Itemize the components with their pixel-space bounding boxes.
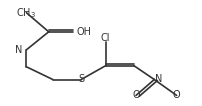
Text: O: O (132, 90, 139, 100)
Text: S: S (78, 75, 84, 84)
Text: O: O (172, 90, 180, 100)
Text: N: N (15, 45, 22, 55)
Text: Cl: Cl (100, 33, 110, 43)
Text: OH: OH (76, 27, 91, 37)
Text: N: N (154, 75, 161, 84)
Text: CH$_3$: CH$_3$ (16, 6, 36, 20)
